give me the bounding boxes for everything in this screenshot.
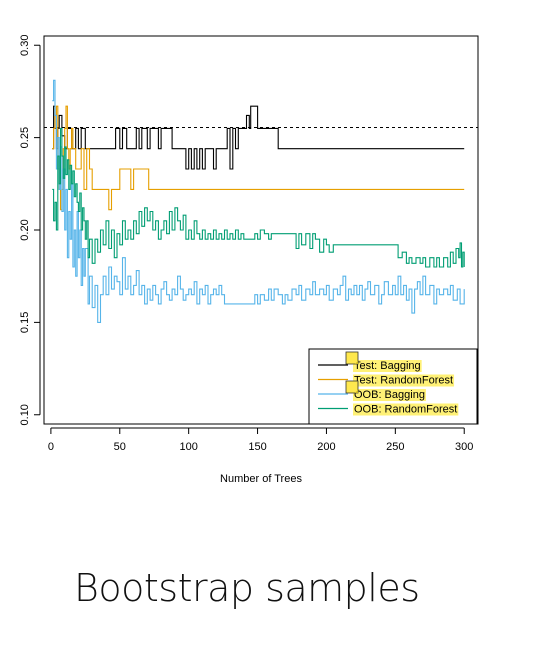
error-vs-trees-chart: 0 50 100 150 200 250 300 0.100.150.200.250.30 …	[19, 35, 479, 485]
legend-highlight	[353, 389, 426, 401]
series-line-3	[52, 127, 465, 268]
legend-highlight	[353, 403, 459, 416]
x-tick-label: 300	[455, 441, 473, 453]
x-tick-label: 250	[386, 441, 404, 453]
y-tick-label: 0.20	[19, 219, 31, 240]
note-annotation-icon[interactable]	[345, 351, 359, 365]
x-tick-label: 50	[114, 441, 126, 453]
x-tick-label: 100	[179, 441, 197, 453]
x-tick-label: 150	[248, 441, 266, 453]
x-tick-label: 200	[317, 441, 335, 453]
legend: Test: Bagging Test: RandomForest OOB: Bagg…	[308, 348, 478, 425]
legend-label: OOB: RandomForest	[354, 404, 457, 416]
legend-highlight	[353, 360, 422, 372]
x-tick-label: 0	[48, 441, 54, 453]
series-line-2	[52, 79, 465, 323]
x-axis-label: Number of Trees	[220, 473, 302, 485]
legend-label: Test: RandomForest	[354, 375, 453, 387]
note-annotation-icon[interactable]	[345, 380, 359, 394]
slide-caption: Bootstrap samples	[74, 566, 420, 610]
series-line-1	[52, 105, 465, 211]
legend-highlight	[353, 374, 455, 387]
y-tick-label: 0.15	[19, 312, 31, 333]
legend-label: OOB: Bagging	[354, 389, 425, 401]
y-tick-label: 0.30	[19, 35, 31, 56]
plot-area	[43, 35, 479, 425]
y-tick-label: 0.25	[19, 127, 31, 148]
series-line-0	[52, 105, 465, 170]
legend-label: Test: Bagging	[354, 360, 421, 372]
y-tick-label: 0.10	[19, 404, 31, 425]
